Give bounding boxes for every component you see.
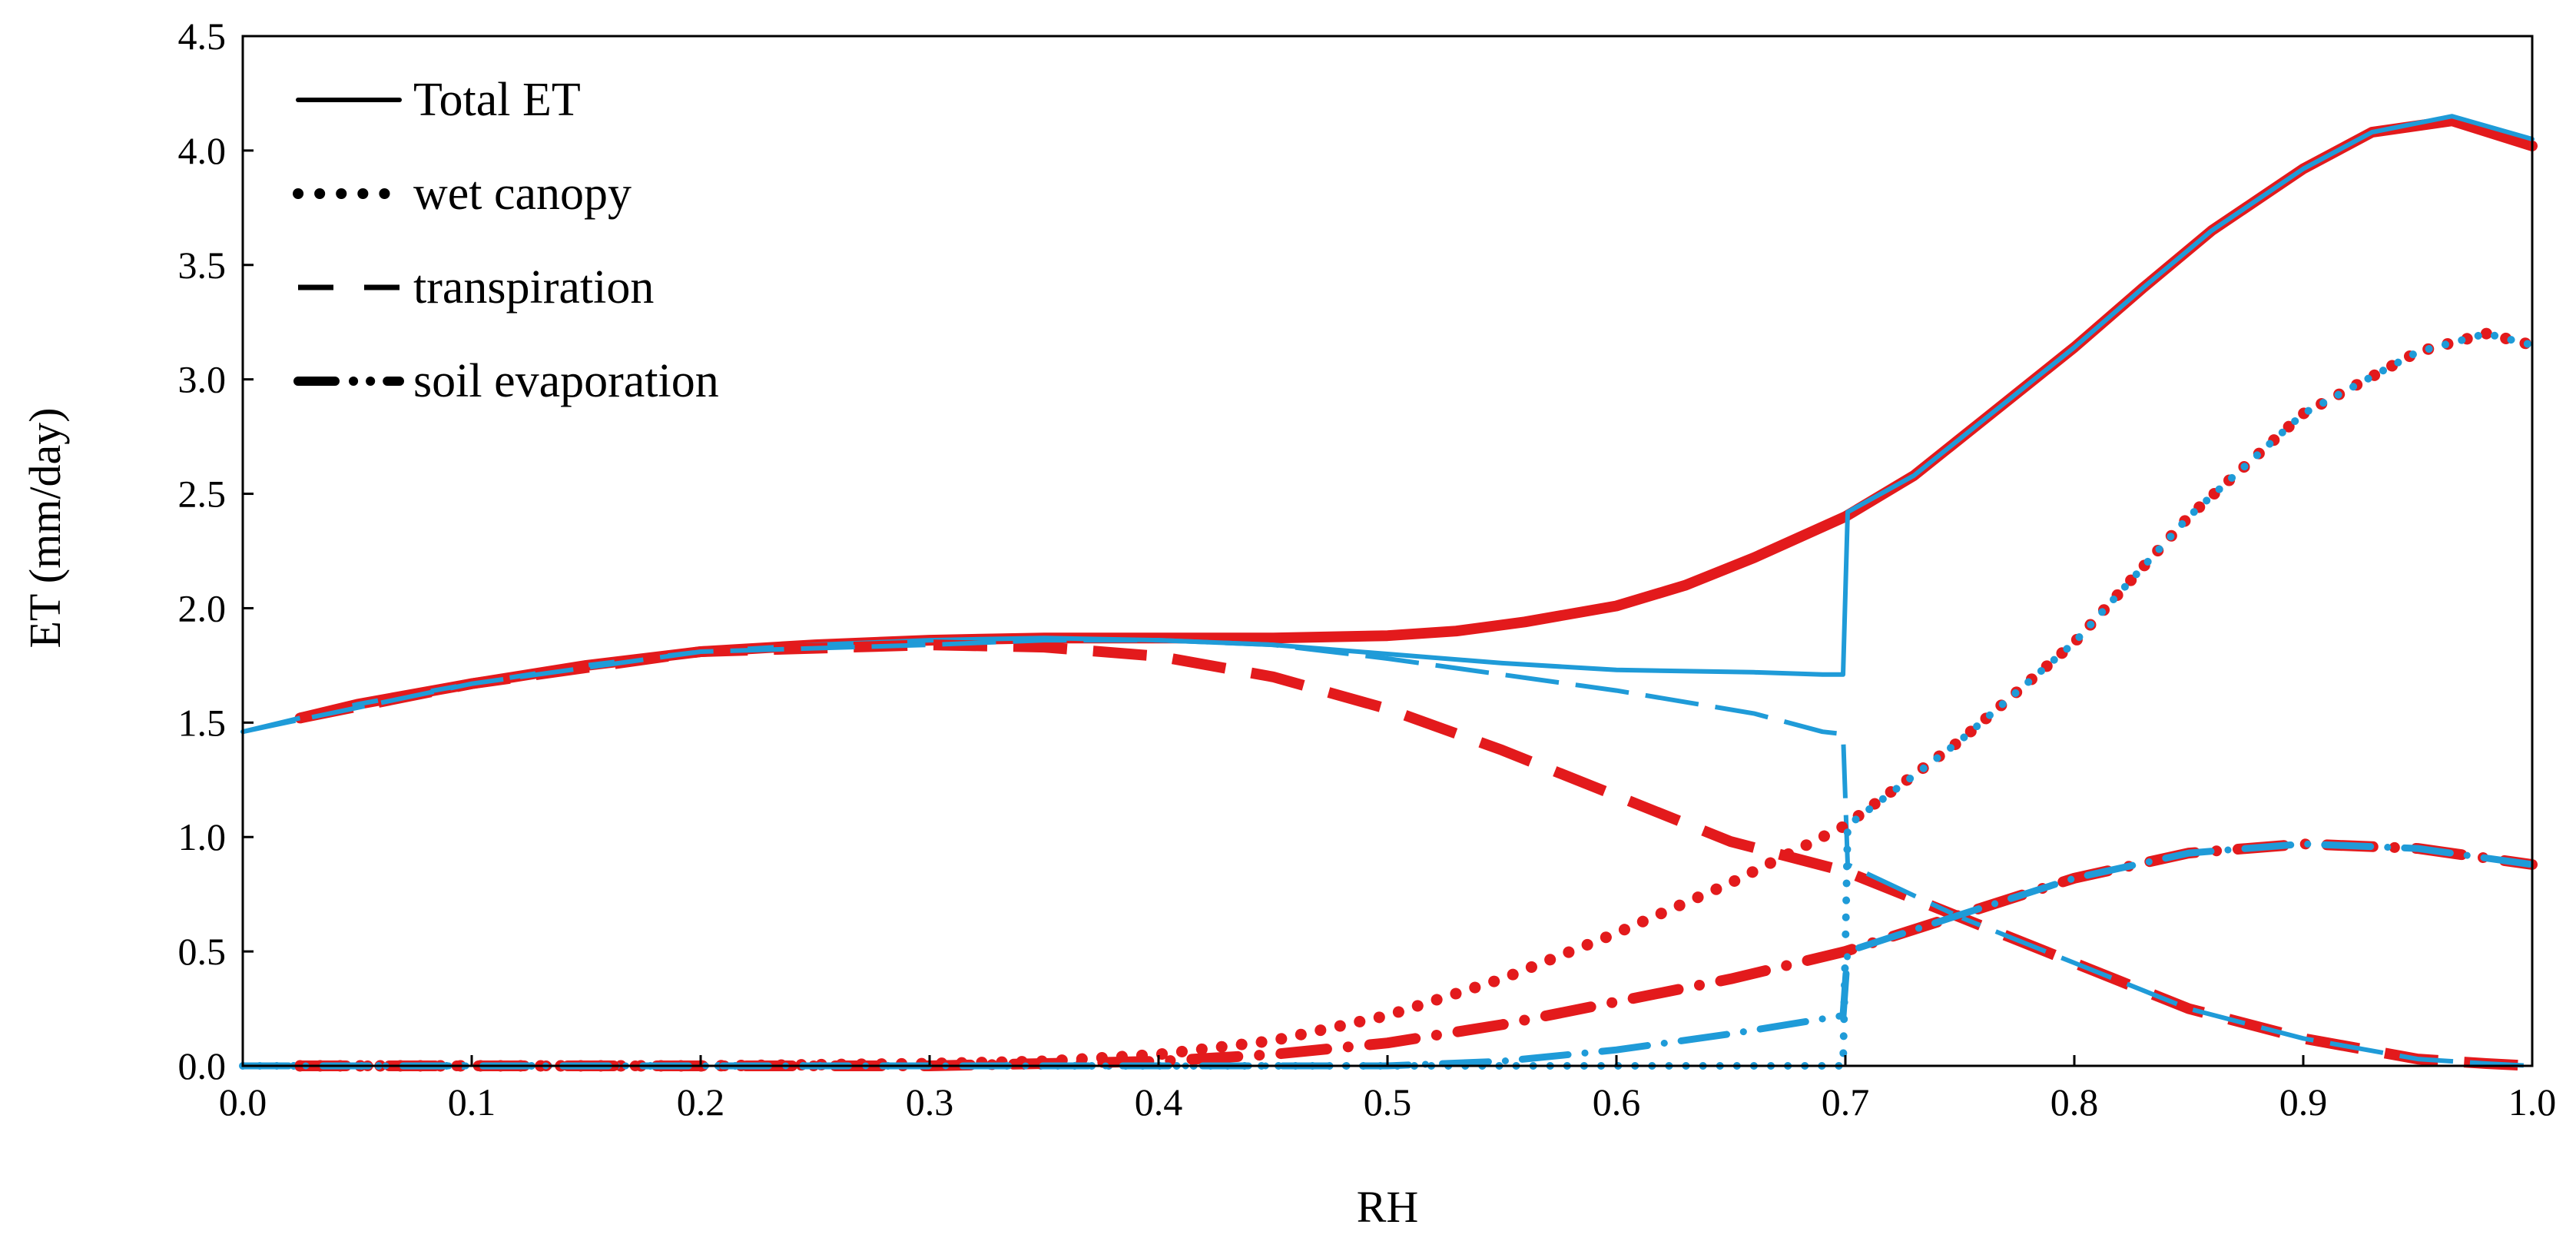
legend-label: Total ET <box>413 74 581 126</box>
y-tick-label: 1.0 <box>178 815 227 858</box>
series-wet-canopy-blue <box>239 330 2536 1070</box>
y-tick-label: 4.5 <box>178 15 227 58</box>
y-tick-label: 4.0 <box>178 129 227 172</box>
series-layer <box>239 114 2538 1072</box>
series-soil-evaporation-blue <box>239 840 2536 1070</box>
x-tick-label: 0.8 <box>2051 1080 2099 1123</box>
x-tick-label: 0.9 <box>2279 1080 2328 1123</box>
x-axis-title: RH <box>1357 1182 1419 1232</box>
y-tick-label: 0.5 <box>178 930 227 973</box>
x-tick-label: 0.4 <box>1135 1080 1183 1123</box>
x-tick-label: 0.2 <box>677 1080 725 1123</box>
y-tick-label: 1.5 <box>178 701 227 744</box>
legend-label: wet canopy <box>413 168 632 220</box>
x-tick-label: 0.3 <box>906 1080 954 1123</box>
x-tick-label: 0.5 <box>1364 1080 1412 1123</box>
y-tick-label: 2.5 <box>178 473 227 516</box>
y-axis-title: ET (mm/day) <box>20 407 70 648</box>
legend: Total ET wet canopy transpiration soil evap… <box>293 74 719 407</box>
y-tick-label: 3.5 <box>178 244 227 287</box>
x-tick-label: 0.6 <box>1593 1080 1641 1123</box>
legend-label: transpiration <box>413 261 654 314</box>
legend-label: soil evaporation <box>413 355 719 407</box>
y-tick-label: 3.0 <box>178 358 227 401</box>
x-tick-label: 1.0 <box>2508 1080 2557 1123</box>
y-tick-label: 0.0 <box>178 1044 227 1087</box>
x-tick-label: 0.1 <box>448 1080 496 1123</box>
y-tick-label: 2.0 <box>178 586 227 629</box>
x-tick-label: 0.0 <box>219 1080 267 1123</box>
series-Total-ET-red <box>294 115 2538 724</box>
series-transpiration-blue <box>242 638 2533 1068</box>
series-soil-evaporation-red <box>294 838 2538 1071</box>
axes: 0.0 0.1 0.2 0.3 0.4 0.5 0.6 0.7 0.8 0.9 1.0 0.0 0.5 1… <box>178 15 2557 1123</box>
series-wet-canopy-red <box>294 327 2538 1072</box>
x-tick-label: 0.7 <box>1822 1080 1870 1123</box>
